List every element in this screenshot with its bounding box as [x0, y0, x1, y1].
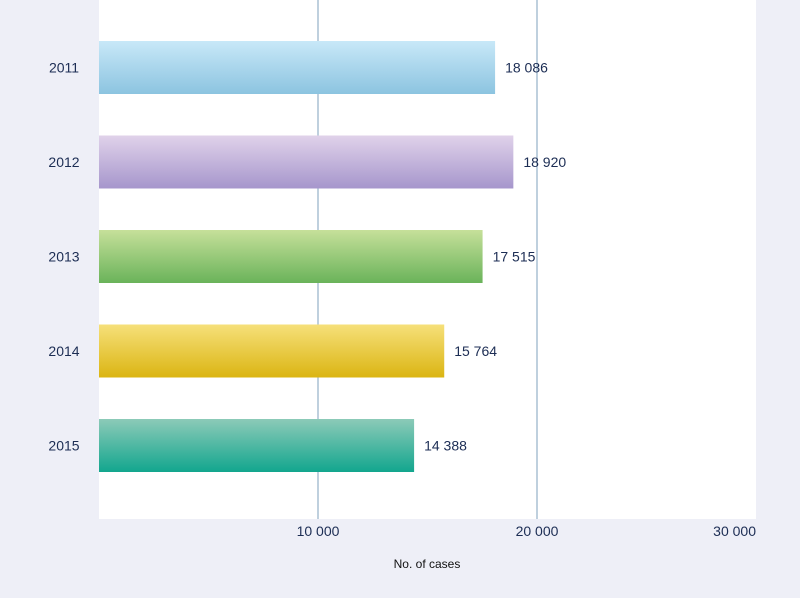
x-tick-label: 20 000 [516, 523, 559, 539]
bar [99, 230, 483, 283]
category-label: 2014 [48, 343, 79, 359]
bar [99, 135, 514, 189]
x-axis-title: No. of cases [394, 557, 461, 571]
value-label: 18 920 [523, 154, 566, 170]
category-label: 2015 [48, 438, 79, 454]
x-tick-label: 10 000 [297, 523, 340, 539]
value-label: 14 388 [424, 438, 467, 454]
value-label: 15 764 [454, 343, 497, 359]
x-tick-labels: 10 000 20 000 30 000 [297, 523, 757, 539]
category-label: 2011 [49, 60, 79, 76]
value-labels: 18 086 18 920 17 515 15 764 14 388 [424, 60, 566, 454]
category-label: 2013 [48, 249, 79, 265]
x-tick-label: 30 000 [713, 523, 756, 539]
category-label: 2012 [48, 154, 79, 170]
bar [99, 41, 496, 94]
bar [99, 324, 445, 378]
category-labels: 2011 2012 2013 2014 2015 [48, 60, 79, 454]
bar [99, 419, 415, 472]
value-label: 18 086 [505, 60, 548, 76]
bars [99, 41, 514, 472]
value-label: 17 515 [493, 249, 536, 265]
